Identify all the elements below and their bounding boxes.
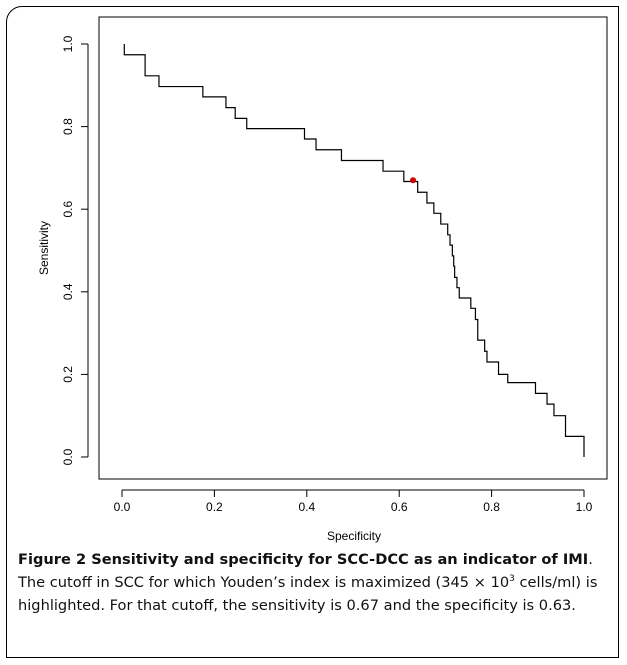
x-tick-label: 0.8 [483,500,500,514]
x-axis: 0.0 0.2 0.4 0.6 0.8 1.0 [114,489,593,514]
y-tick-label: 0.2 [61,366,75,383]
caption-title: Figure 2 Sensitivity and specificity for… [18,551,589,568]
x-tick-label: 0.6 [391,500,408,514]
caption-text-part1: . The cutoff in SCC for which Youden’s i… [18,551,593,591]
caption-superscript: 3 [509,574,515,585]
plot-area-box [98,16,608,480]
roc-chart: 0.0 0.2 0.4 0.6 0.8 1.0 0.0 0.2 0.4 0.6 0.8 1.0 Sp… [37,16,608,543]
x-tick-label: 0.2 [206,500,223,514]
x-axis-label: Specificity [327,529,381,543]
y-tick-label: 1.0 [61,35,75,52]
y-axis: 0.0 0.2 0.4 0.6 0.8 1.0 [61,35,89,465]
y-tick-label: 0.4 [61,283,75,300]
y-axis-label: Sensitivity [37,221,51,275]
y-tick-label: 0.8 [61,118,75,135]
cutoff-point-marker [410,177,417,184]
x-tick-label: 0.4 [298,500,315,514]
y-tick-label: 0.0 [61,448,75,465]
figure-caption: Figure 2 Sensitivity and specificity for… [18,548,612,617]
x-tick-label: 0.0 [114,500,131,514]
caption-text-part2: cells/ml) is highlighted. For that cutof… [18,574,598,614]
y-tick-label: 0.6 [61,201,75,218]
roc-curve-line [123,44,585,457]
figure-frame [6,6,619,658]
x-tick-label: 1.0 [576,500,593,514]
